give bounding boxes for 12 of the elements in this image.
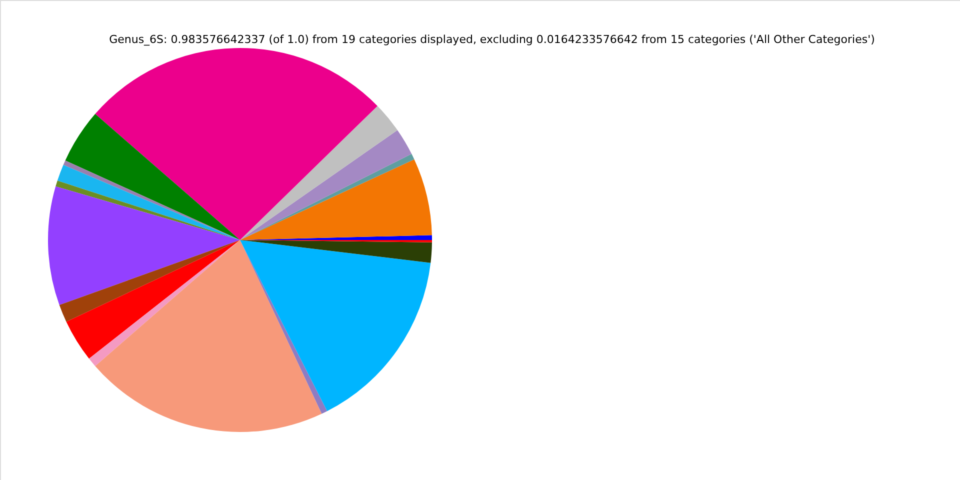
- pie-slice: [59, 240, 240, 322]
- pie-slice: [240, 130, 412, 240]
- pie-slice: [66, 240, 240, 359]
- text: Genus_6S: 0.983576642337 (of 1.0) from 19 categories displayed, excluding 0.0164233576642 from 15 categories ('All Other Categories'): [109, 33, 875, 46]
- pie-slice: [95, 48, 378, 240]
- pie-slice: [240, 240, 431, 412]
- pie-slice: [240, 106, 398, 240]
- pie-slice: [89, 240, 240, 366]
- pie-slice: [48, 186, 240, 306]
- pie-slice: [65, 114, 240, 240]
- pie-slice: [95, 240, 322, 432]
- pie-slice: [240, 240, 432, 263]
